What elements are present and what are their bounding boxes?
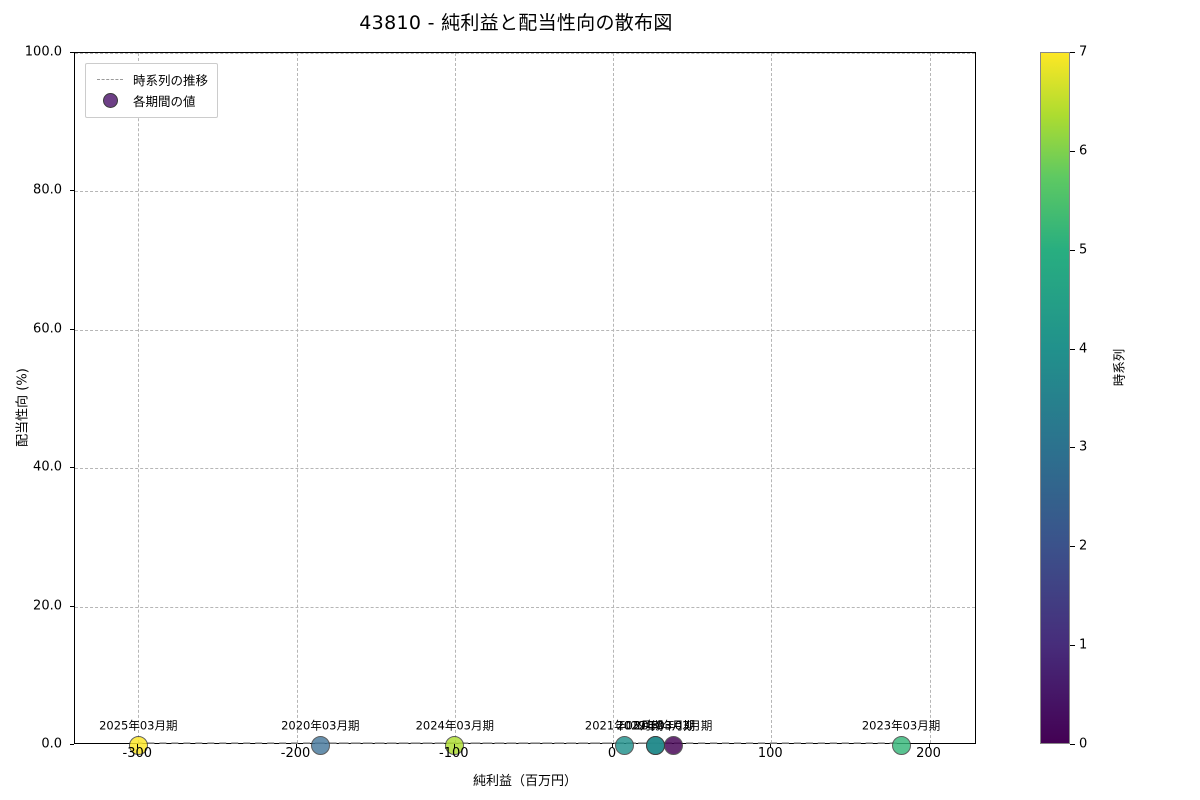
- colorbar-tick-label: 2: [1079, 538, 1088, 554]
- chart-title: 43810 - 純利益と配当性向の散布図: [359, 12, 673, 34]
- colorbar-tick-mark: [1070, 249, 1075, 251]
- colorbar-tick-mark: [1070, 52, 1075, 53]
- dashed-line-icon: [93, 79, 127, 80]
- y-tick-label: 60.0: [33, 321, 62, 337]
- colorbar-tick-mark: [1070, 546, 1075, 548]
- colorbar-tick-label: 7: [1079, 44, 1088, 60]
- y-tick-mark: [70, 605, 74, 607]
- colorbar-tick-mark: [1070, 348, 1075, 350]
- x-tick-label: 200: [916, 746, 941, 761]
- legend-item-points: 各期間の値: [93, 90, 208, 111]
- colorbar-tick-mark: [1070, 744, 1075, 745]
- colorbar-label: 時系列: [1111, 348, 1127, 387]
- colorbar-tick-label: 5: [1079, 242, 1088, 258]
- x-axis-label: 純利益（百万円）: [472, 774, 577, 789]
- legend-item-trend: 時系列の推移: [93, 69, 208, 90]
- x-tick-label: 0: [607, 746, 617, 761]
- legend-label-trend: 時系列の推移: [133, 73, 209, 88]
- x-tick-mark: [295, 744, 297, 748]
- colorbar: 0 1 2 3 4 5 6 7: [1040, 45, 1087, 752]
- y-tick-label: 80.0: [33, 182, 62, 198]
- y-tick-mark: [70, 190, 74, 192]
- plot-area: 2018年03月期 2019年03月期 2020年03月期 2021年03月期 2022…: [74, 52, 976, 755]
- x-tick-label: 100: [757, 746, 783, 761]
- colorbar-tick-label: 0: [1079, 736, 1088, 752]
- colorbar-tick-label: 3: [1079, 439, 1088, 455]
- chart-legend: 時系列の推移 各期間の値: [85, 63, 219, 118]
- x-tick-mark: [770, 744, 772, 748]
- colorbar-tick-mark: [1070, 645, 1075, 647]
- y-tick-label: 40.0: [33, 459, 62, 475]
- y-tick-mark: [70, 744, 74, 745]
- colorbar-gradient: [1040, 52, 1070, 744]
- circle-marker-icon: [93, 93, 127, 108]
- x-tick-mark: [612, 744, 614, 748]
- x-tick-mark: [137, 744, 139, 748]
- colorbar-tick-label: 4: [1079, 341, 1088, 357]
- colorbar-tick-label: 6: [1079, 143, 1088, 159]
- x-tick-mark: [928, 744, 930, 748]
- colorbar-tick-mark: [1070, 150, 1075, 152]
- y-tick-mark: [70, 328, 74, 330]
- y-tick-label: 100.0: [24, 44, 62, 60]
- legend-label-points: 各期間の値: [133, 94, 196, 109]
- colorbar-tick-label: 1: [1079, 637, 1088, 653]
- y-tick-mark: [70, 467, 74, 469]
- y-tick-label: 0.0: [41, 736, 62, 752]
- x-tick-label: -200: [280, 746, 311, 761]
- time-series-trend-line: [138, 742, 900, 744]
- y-tick-mark: [70, 52, 74, 53]
- x-tick-label: -100: [439, 746, 469, 761]
- y-tick-label: 20.0: [33, 598, 62, 614]
- x-tick-mark: [453, 744, 455, 748]
- x-tick-label: -300: [122, 746, 153, 761]
- y-axis-label: 配当性向 (%): [15, 368, 31, 447]
- colorbar-tick-mark: [1070, 447, 1075, 449]
